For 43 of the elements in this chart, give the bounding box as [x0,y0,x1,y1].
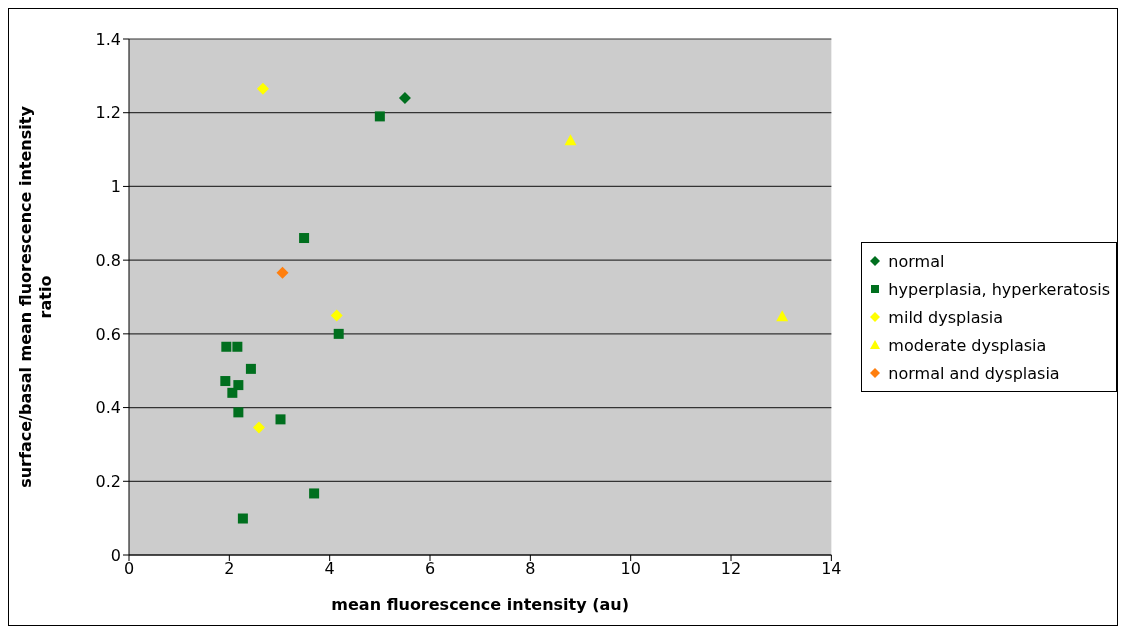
x-axis-title: mean fluorescence intensity (au) [331,595,630,614]
point [776,310,789,322]
point [252,421,265,434]
y-tick-label: 0.4 [95,398,121,418]
point [221,341,232,352]
x-tick-label: 0 [123,559,135,579]
point [330,309,343,322]
point [233,407,244,418]
point [237,513,248,524]
y-tick-label: 0 [110,545,121,565]
legend-label: mild dysplasia [888,307,1004,327]
y-axis-title: surface/basal mean fluorescence intensity ratio [16,105,55,488]
legend-label: moderate dysplasia [888,335,1047,355]
point [564,134,577,146]
point [233,380,244,391]
y-tick-label: 0.8 [95,250,121,270]
legend-label: normal [888,251,945,271]
y-tick-label: 1.2 [95,103,121,123]
point [276,266,289,279]
x-tick-label: 6 [424,559,436,579]
x-tick-label: 8 [525,559,536,579]
point [245,363,256,374]
point [227,387,238,398]
point [220,376,231,387]
point [299,233,310,244]
y-tick-label: 0.6 [95,324,121,344]
point [256,82,269,95]
point [275,414,286,425]
y-tick-label: 1.4 [95,29,121,49]
x-tick-label: 12 [720,559,742,579]
legend-label: hyperplasia, hyperkeratosis [888,279,1110,299]
point [232,341,243,352]
point [398,91,411,104]
point [374,111,385,122]
x-tick-label: 2 [224,559,235,579]
point [309,488,320,499]
legend-label: normal and dysplasia [888,363,1060,383]
x-tick-label: 14 [821,559,842,579]
y-tick-label: 1 [110,177,121,197]
y-tick-label: 0.2 [95,471,121,491]
point [333,328,344,339]
x-tick-label: 10 [620,559,641,579]
x-tick-label: 4 [324,559,335,579]
